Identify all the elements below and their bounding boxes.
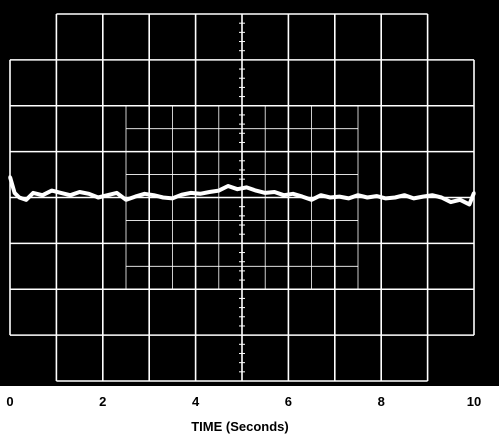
trace-point bbox=[272, 190, 277, 194]
trace-point bbox=[198, 192, 202, 196]
trace-point bbox=[96, 195, 100, 200]
trace-point bbox=[8, 175, 12, 179]
trace-point bbox=[161, 195, 165, 200]
trace-point bbox=[412, 196, 416, 200]
trace-point bbox=[375, 194, 379, 198]
trace-point bbox=[217, 189, 221, 193]
trace-point bbox=[449, 200, 453, 204]
trace-point bbox=[189, 191, 193, 195]
trace-point bbox=[50, 189, 54, 193]
trace-point bbox=[467, 202, 471, 206]
trace-point bbox=[337, 195, 341, 199]
trace-point bbox=[170, 196, 174, 200]
trace-point bbox=[356, 193, 360, 197]
trace-point bbox=[439, 195, 444, 200]
x-tick-label: 2 bbox=[99, 394, 106, 409]
trace-point bbox=[430, 193, 434, 197]
trace-point bbox=[87, 192, 91, 196]
trace-point bbox=[31, 191, 35, 195]
trace-point bbox=[68, 193, 72, 197]
trace-point bbox=[105, 193, 109, 197]
trace-point bbox=[59, 191, 63, 195]
trace-point bbox=[319, 193, 323, 197]
x-tick-label: 10 bbox=[467, 394, 481, 409]
trace-point bbox=[300, 195, 304, 199]
trace-layer bbox=[8, 175, 476, 207]
trace-point bbox=[235, 187, 239, 191]
trace-point bbox=[17, 195, 21, 200]
trace-point bbox=[328, 195, 332, 200]
trace-point bbox=[282, 193, 286, 197]
trace-point bbox=[472, 191, 476, 195]
trace-point bbox=[24, 198, 28, 202]
trace-point bbox=[180, 193, 184, 197]
trace-point bbox=[254, 189, 258, 193]
trace-point bbox=[13, 191, 17, 195]
x-tick-label: 6 bbox=[285, 394, 292, 409]
trace-point bbox=[310, 198, 314, 202]
trace-point bbox=[393, 195, 397, 200]
trace-point bbox=[124, 198, 128, 202]
trace-point bbox=[347, 196, 351, 200]
trace-point bbox=[384, 196, 388, 200]
x-tick-label: 8 bbox=[378, 394, 385, 409]
trace-point bbox=[152, 193, 156, 197]
x-tick-labels: 0 2 4 6 8 10 bbox=[6, 394, 481, 409]
trace-point bbox=[263, 191, 267, 195]
trace-point bbox=[207, 190, 212, 194]
trace-point bbox=[40, 193, 45, 197]
trace-point bbox=[458, 198, 462, 202]
trace-point bbox=[402, 193, 406, 197]
trace-point bbox=[78, 190, 82, 194]
figure-id: 00304-012 bbox=[485, 332, 496, 380]
trace-point bbox=[226, 184, 230, 188]
x-tick-label: 0 bbox=[6, 394, 13, 409]
trace-point bbox=[421, 195, 425, 199]
trace-point bbox=[245, 185, 249, 189]
trace-point bbox=[115, 191, 119, 195]
trace-point bbox=[291, 192, 295, 196]
trace-point bbox=[133, 195, 137, 199]
x-tick-label: 4 bbox=[192, 394, 200, 409]
x-axis-label: TIME (Seconds) bbox=[191, 419, 289, 434]
trace-point bbox=[365, 195, 369, 200]
trace-point bbox=[143, 192, 147, 196]
